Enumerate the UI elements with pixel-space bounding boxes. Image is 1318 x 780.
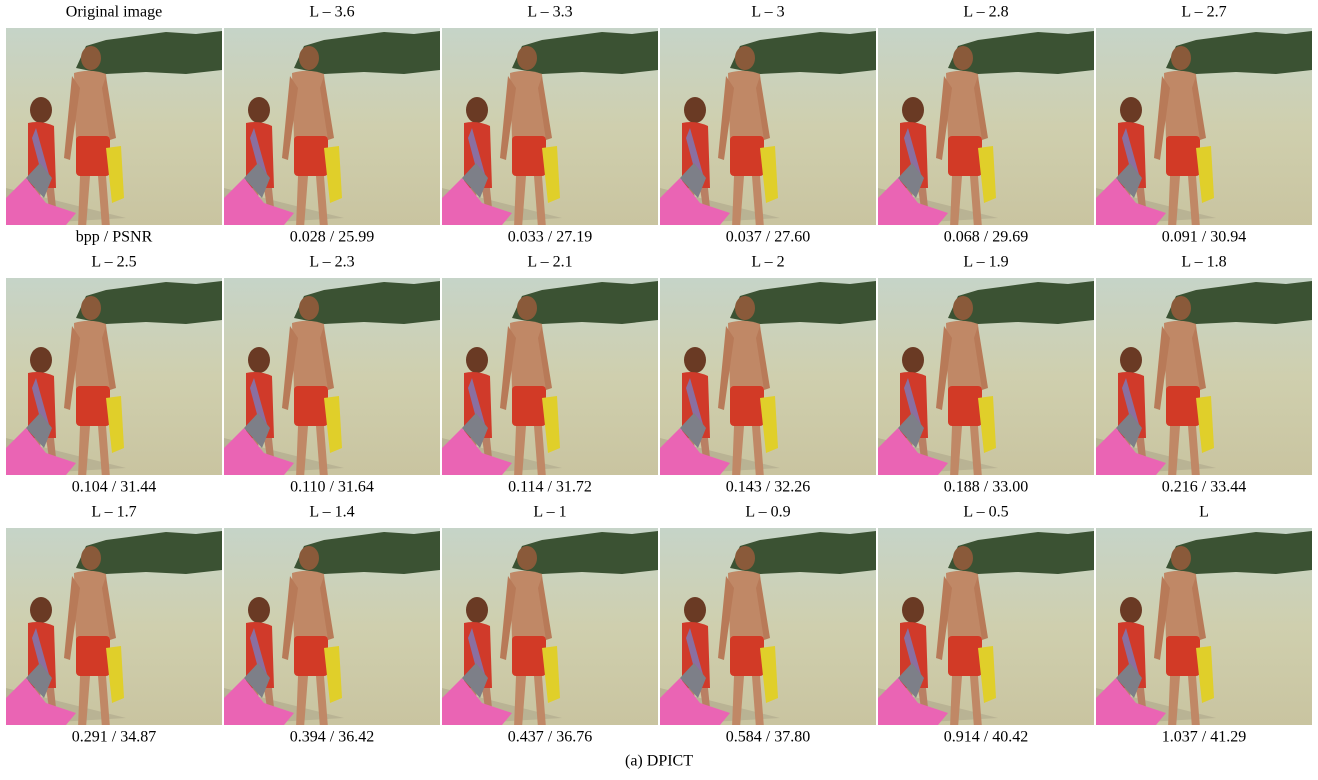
panel-image	[660, 528, 876, 728]
panel-image	[878, 28, 1094, 228]
panel-image	[442, 28, 658, 228]
panel-caption: 0.143 / 32.26	[726, 479, 810, 496]
panel-caption: 0.091 / 30.94	[1162, 229, 1246, 246]
panel-image	[1096, 528, 1312, 728]
panel-caption: 0.914 / 40.42	[944, 729, 1028, 746]
panel-title: L – 3.3	[527, 4, 572, 21]
panel-caption: 0.437 / 36.76	[508, 729, 592, 746]
panel-title: L – 2.1	[527, 254, 572, 271]
panel-caption: 0.037 / 27.60	[726, 229, 810, 246]
panel-image	[442, 528, 658, 728]
panel-title: L – 0.9	[745, 504, 790, 521]
panel-caption: 0.033 / 27.19	[508, 229, 592, 246]
panel-image	[6, 528, 222, 728]
panel-image	[6, 278, 222, 478]
panel-caption: 0.584 / 37.80	[726, 729, 810, 746]
panel-caption: 0.394 / 36.42	[290, 729, 374, 746]
panel-caption: 0.114 / 31.72	[508, 479, 592, 496]
panel-title: L – 2.5	[91, 254, 136, 271]
panel-title: L – 0.5	[963, 504, 1008, 521]
panel-image	[1096, 28, 1312, 228]
panel-caption: 0.104 / 31.44	[72, 479, 156, 496]
panel-title: L – 1.9	[963, 254, 1008, 271]
panel-image	[878, 528, 1094, 728]
panel-title: L – 2.3	[309, 254, 354, 271]
panel-image	[442, 278, 658, 478]
panel-caption: 0.110 / 31.64	[290, 479, 374, 496]
panel-caption: 1.037 / 41.29	[1162, 729, 1246, 746]
panel-title: L – 3.6	[309, 4, 354, 21]
panel-caption: 0.216 / 33.44	[1162, 479, 1246, 496]
panel-caption: 0.291 / 34.87	[72, 729, 156, 746]
panel-image	[224, 28, 440, 228]
panel-image	[224, 528, 440, 728]
panel-title: L – 3	[751, 4, 784, 21]
panel-caption: 0.068 / 29.69	[944, 229, 1028, 246]
panel-caption: bpp / PSNR	[76, 229, 153, 246]
panel-caption: 0.028 / 25.99	[290, 229, 374, 246]
panel-title: L – 2.8	[963, 4, 1008, 21]
panel-image	[1096, 278, 1312, 478]
panel-title: L – 1.7	[91, 504, 136, 521]
panel-image	[660, 28, 876, 228]
panel-title: L – 1.8	[1181, 254, 1226, 271]
panel-image	[660, 278, 876, 478]
panel-title: L – 2.7	[1181, 4, 1226, 21]
figure-caption: (a) DPICT	[625, 753, 693, 770]
panel-image	[878, 278, 1094, 478]
panel-caption: 0.188 / 33.00	[944, 479, 1028, 496]
figure: (a) DPICT Original image bpp / PSNR L – 3.…	[0, 0, 1318, 780]
panel-title: Original image	[66, 4, 162, 21]
panel-title: L	[1199, 504, 1209, 521]
panel-title: L – 1	[533, 504, 566, 521]
panel-title: L – 2	[751, 254, 784, 271]
panel-image	[224, 278, 440, 478]
panel-image	[6, 28, 222, 228]
panel-title: L – 1.4	[309, 504, 354, 521]
